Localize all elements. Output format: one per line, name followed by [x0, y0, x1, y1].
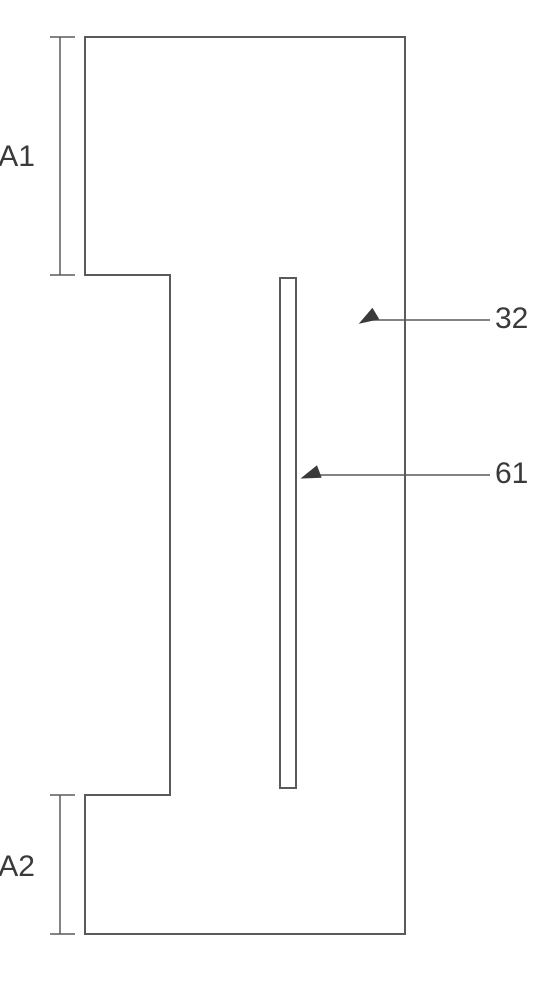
dimension-A1-label: A1 — [0, 140, 35, 173]
part-outline — [85, 37, 405, 934]
inner-slot — [280, 278, 296, 788]
callout-32-label: 32 — [495, 302, 528, 335]
callout-32-arrowhead — [360, 309, 379, 323]
dimension-A2-label: A2 — [0, 850, 35, 883]
callout-61-arrowhead — [302, 466, 321, 478]
callout-61-label: 61 — [495, 457, 528, 490]
